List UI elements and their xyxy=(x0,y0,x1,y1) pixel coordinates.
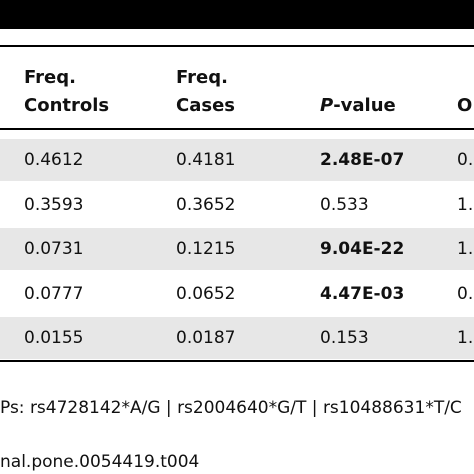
table-cell: 0.0187 xyxy=(176,328,236,348)
table-cell: 9.04E-22 xyxy=(320,239,405,259)
table-cell: 0.0155 xyxy=(24,328,84,348)
row-band xyxy=(0,228,474,270)
header-cell: O xyxy=(457,95,473,116)
footnote: Ps: rs4728142*A/G | rs2004640*G/T | rs10… xyxy=(0,398,462,418)
table-cell: 0.0777 xyxy=(24,283,84,304)
table-cell: 0.533 xyxy=(320,194,369,215)
top-bar xyxy=(0,0,474,29)
header-cell: P-value xyxy=(320,95,396,117)
table-cell: 0.0652 xyxy=(176,283,236,304)
header-cell: Freq. xyxy=(24,67,76,88)
table-cell: 0.3593 xyxy=(24,194,84,215)
table-cell: 1. xyxy=(457,239,474,259)
row-band xyxy=(0,139,474,181)
header-part: -value xyxy=(333,95,396,116)
table-cell: 1. xyxy=(457,328,474,348)
table-cell: 2.48E-07 xyxy=(320,150,405,170)
table-cell: 0.3652 xyxy=(176,194,236,215)
doi: nal.pone.0054419.t004 xyxy=(0,452,200,472)
table-cell: 0.4612 xyxy=(24,150,84,170)
table-cell: 0.0731 xyxy=(24,239,84,259)
table-cell: 0. xyxy=(457,150,474,170)
rule xyxy=(0,128,474,130)
table-cell: 1. xyxy=(457,194,474,215)
table-cell: 0. xyxy=(457,283,474,304)
header-cell: Freq. xyxy=(176,67,228,88)
rule xyxy=(0,360,474,362)
table-cell: 0.153 xyxy=(320,328,369,348)
table-cell: 0.1215 xyxy=(176,239,236,259)
header-part: P xyxy=(320,95,334,116)
table-cell: 4.47E-03 xyxy=(320,283,405,304)
rule xyxy=(0,45,474,47)
header-cell: Cases xyxy=(176,95,235,116)
table-cell: 0.4181 xyxy=(176,150,236,170)
row-band xyxy=(0,317,474,359)
header-cell: Controls xyxy=(24,95,110,116)
